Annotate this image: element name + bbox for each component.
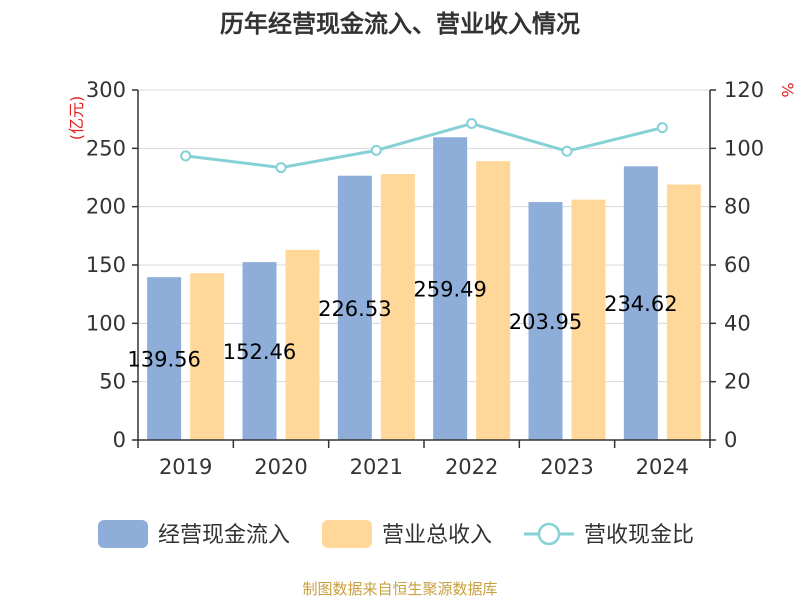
x-tick-label: 2021	[350, 455, 403, 479]
line-point	[370, 144, 382, 156]
bar-revenue	[285, 249, 320, 440]
bar-revenue	[380, 174, 415, 440]
bar-revenue	[666, 184, 701, 440]
x-tick-label: 2024	[636, 455, 689, 479]
x-tick-label: 2019	[159, 455, 212, 479]
data-label: 259.49	[413, 278, 486, 302]
y-right-tick-label: 40	[724, 311, 751, 335]
line-layer	[180, 118, 668, 174]
data-label: 203.95	[509, 310, 582, 334]
bar-cash-inflow	[242, 262, 277, 440]
y-right-tick-label: 60	[724, 253, 751, 277]
y-left-unit: (亿元)	[67, 96, 86, 141]
x-tick-label: 2022	[445, 455, 498, 479]
legend-swatch-ratio-marker	[537, 522, 561, 546]
bar-cash-inflow	[337, 175, 372, 440]
bar-cash-inflow	[623, 166, 658, 440]
line-revenue-cash-ratio	[185, 121, 663, 170]
legend-layer: 经营现金流入 营业总收入 营收现金比	[98, 520, 694, 548]
line-point	[561, 145, 573, 157]
data-label: 234.62	[604, 292, 677, 316]
y-right-tick-label: 20	[724, 370, 751, 394]
bar-layer	[147, 137, 701, 441]
bar-cash-inflow	[433, 137, 468, 441]
y-right-tick-label: 120	[724, 78, 764, 102]
source-note: 制图数据来自恒生聚源数据库	[302, 580, 497, 598]
y-right-tick-label: 100	[724, 136, 764, 160]
legend-label: 营收现金比	[584, 523, 694, 548]
data-label: 226.53	[318, 297, 391, 321]
x-tick-label: 2023	[540, 455, 593, 479]
y-left-tick-label: 200	[86, 195, 126, 219]
y-right-tick-label: 80	[724, 195, 751, 219]
y-left-tick-label: 150	[86, 253, 126, 277]
data-label: 139.56	[127, 348, 200, 372]
line-point	[656, 122, 668, 134]
label-layer: 139.56 152.46 226.53 259.49 203.95 234.62	[127, 278, 677, 372]
chart-title: 历年经营现金流入、营业收入情况	[220, 10, 580, 38]
bar-revenue	[190, 273, 225, 440]
axis-layer: 0 50 100 150 200 250 300 0 20 40 60 80 100 120 2019 202…	[67, 78, 797, 479]
line-point	[180, 150, 192, 162]
line-point	[466, 118, 478, 130]
y-left-tick-label: 100	[86, 311, 126, 335]
x-tick-label: 2020	[254, 455, 307, 479]
bar-cash-inflow	[528, 202, 563, 440]
bar-revenue	[476, 161, 511, 440]
y-left-tick-label: 50	[99, 370, 126, 394]
legend-swatch-cash-inflow	[98, 520, 148, 548]
data-label: 152.46	[223, 340, 296, 364]
y-right-tick-label: 0	[724, 428, 737, 452]
legend-label: 经营现金流入	[158, 523, 290, 548]
grid-layer	[138, 89, 710, 441]
bar-revenue	[571, 199, 606, 440]
y-left-tick-label: 300	[86, 78, 126, 102]
legend-swatch-revenue	[322, 520, 372, 548]
y-left-tick-label: 250	[86, 136, 126, 160]
y-left-tick-label: 0	[113, 428, 126, 452]
bar-cash-inflow	[147, 277, 182, 440]
y-right-unit: %	[778, 82, 797, 97]
legend-label: 营业总收入	[382, 523, 492, 548]
line-point	[275, 162, 287, 174]
